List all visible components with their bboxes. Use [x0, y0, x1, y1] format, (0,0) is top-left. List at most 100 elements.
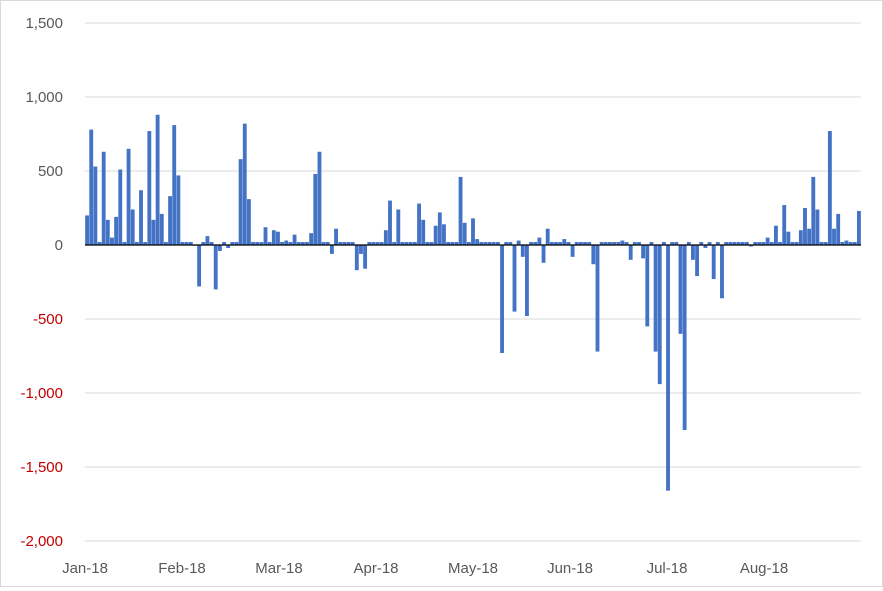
- bar: [794, 242, 799, 245]
- bar: [267, 242, 272, 245]
- bar: [242, 123, 247, 245]
- bar: [628, 245, 633, 260]
- bar: [305, 242, 309, 245]
- bar: [574, 242, 579, 245]
- bar: [483, 242, 488, 245]
- bar: [230, 242, 235, 245]
- bar: [670, 242, 675, 245]
- bar: [300, 242, 305, 245]
- bar: [379, 242, 384, 245]
- bar: [728, 242, 733, 245]
- bar: [525, 245, 529, 317]
- bar: [819, 242, 824, 245]
- bar: [404, 242, 409, 245]
- bar: [354, 245, 359, 271]
- bar: [840, 242, 845, 245]
- bar: [508, 242, 513, 245]
- x-tick-label: Mar-18: [255, 560, 303, 577]
- bar: [383, 230, 388, 245]
- bar: [570, 245, 575, 257]
- bar: [89, 129, 94, 245]
- x-tick-label: Apr-18: [353, 560, 398, 577]
- bar: [603, 242, 608, 245]
- bar: [782, 205, 787, 245]
- bar: [334, 228, 338, 245]
- bar: [620, 240, 625, 245]
- bar: [134, 242, 139, 245]
- bar: [545, 228, 550, 245]
- x-tick-label: May-18: [448, 560, 498, 577]
- bar: [246, 199, 251, 245]
- bar: [744, 242, 749, 245]
- bar: [703, 245, 708, 248]
- bar: [143, 242, 148, 245]
- bar: [188, 242, 193, 245]
- bar: [562, 239, 567, 245]
- bar: [437, 212, 442, 245]
- bar: [168, 196, 172, 245]
- bar: [479, 242, 484, 245]
- bar: [197, 245, 202, 287]
- bar: [666, 245, 670, 491]
- bar: [346, 242, 351, 245]
- bar: [321, 242, 326, 245]
- bar: [317, 151, 322, 245]
- bar: [201, 242, 206, 245]
- bar: [172, 125, 177, 245]
- bar: [118, 169, 123, 245]
- y-tick-label: 1,500: [25, 15, 63, 32]
- bar: [176, 175, 181, 245]
- bar: [823, 242, 828, 245]
- bar: [786, 231, 791, 245]
- bar: [222, 242, 226, 245]
- bar: [400, 242, 405, 245]
- bar: [392, 242, 397, 245]
- bar: [753, 242, 758, 245]
- bar: [661, 242, 666, 245]
- bar: [844, 240, 849, 245]
- y-tick-label: 500: [38, 163, 63, 180]
- bar: [309, 233, 314, 245]
- bar: [595, 245, 600, 352]
- bar: [209, 242, 214, 245]
- bar: [533, 242, 538, 245]
- bar: [827, 131, 832, 245]
- bar: [130, 209, 135, 245]
- bar: [500, 245, 504, 354]
- bar: [329, 245, 334, 254]
- bar: [276, 231, 280, 245]
- bar: [462, 222, 467, 245]
- bar: [599, 242, 604, 245]
- bar: [126, 148, 131, 245]
- bar: [226, 245, 231, 248]
- bar: [682, 245, 687, 430]
- y-tick-label: 0: [55, 237, 63, 254]
- bar: [363, 245, 368, 269]
- bar: [217, 245, 222, 251]
- bar: [587, 242, 592, 245]
- bar: [446, 242, 451, 245]
- bar: [757, 242, 762, 245]
- bar: [732, 242, 737, 245]
- bar: [699, 242, 704, 245]
- x-tick-label: Jun-18: [547, 560, 593, 577]
- bar: [612, 242, 617, 245]
- bar: [707, 242, 712, 245]
- bar: [740, 242, 745, 245]
- bar: [674, 242, 679, 245]
- bar: [495, 242, 500, 245]
- bar: [367, 242, 372, 245]
- bar: [433, 225, 438, 245]
- bar: [504, 242, 509, 245]
- bar: [711, 245, 716, 280]
- y-tick-label: -500: [33, 311, 63, 328]
- bar: [491, 242, 496, 245]
- bar: [649, 242, 654, 245]
- bar: [205, 236, 210, 245]
- bar: [807, 228, 812, 245]
- bar: [832, 228, 836, 245]
- x-tick-label: Aug-18: [740, 560, 788, 577]
- x-tick-label: Jan-18: [62, 560, 108, 577]
- bar: [857, 210, 861, 245]
